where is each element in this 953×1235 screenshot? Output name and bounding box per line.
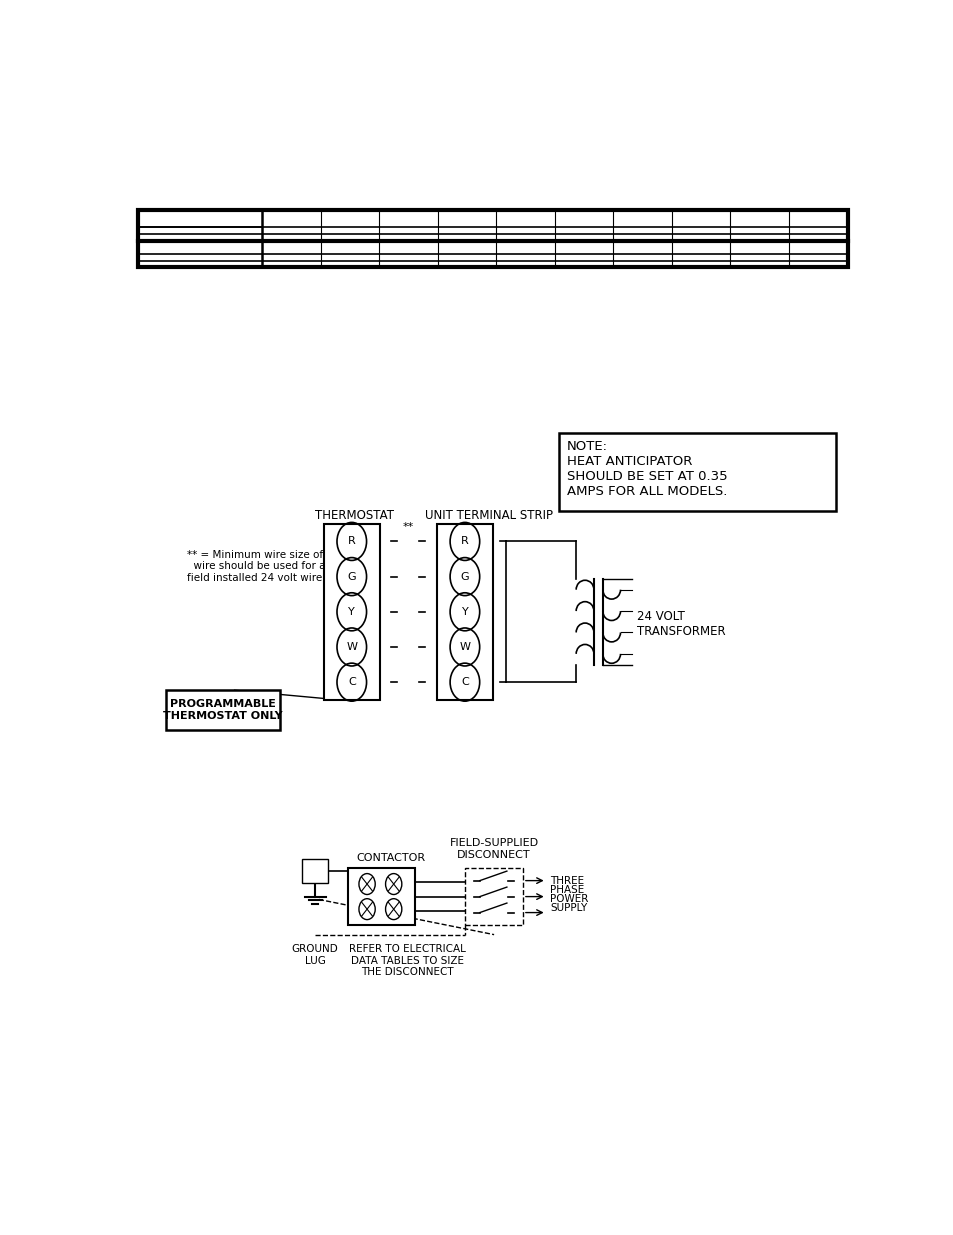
Text: PHASE: PHASE <box>550 884 584 894</box>
Text: SUPPLY: SUPPLY <box>550 903 587 913</box>
Bar <box>301 858 328 883</box>
Text: W: W <box>346 642 357 652</box>
Text: 24 VOLT
TRANSFORMER: 24 VOLT TRANSFORMER <box>637 610 724 637</box>
Text: REFER TO ELECTRICAL
DATA TABLES TO SIZE
THE DISCONNECT: REFER TO ELECTRICAL DATA TABLES TO SIZE … <box>349 944 466 977</box>
Bar <box>137 210 846 267</box>
Bar <box>465 868 522 925</box>
Text: NOTE:
HEAT ANTICIPATOR
SHOULD BE SET AT 0.35
AMPS FOR ALL MODELS.: NOTE: HEAT ANTICIPATOR SHOULD BE SET AT … <box>566 440 726 498</box>
Text: GROUND
LUG: GROUND LUG <box>292 944 338 966</box>
Text: FIELD-SUPPLIED
DISCONNECT: FIELD-SUPPLIED DISCONNECT <box>449 837 538 860</box>
Text: R: R <box>460 536 468 546</box>
Bar <box>436 524 492 700</box>
Text: W: W <box>459 642 470 652</box>
Text: G: G <box>460 572 469 582</box>
Bar <box>348 868 415 925</box>
Text: ** = Minimum wire size of 18 AWG
  wire should be used for all
field installed 2: ** = Minimum wire size of 18 AWG wire sh… <box>187 550 368 583</box>
Text: **: ** <box>402 522 414 532</box>
Text: Y: Y <box>348 606 355 616</box>
Text: POWER: POWER <box>550 894 588 904</box>
Bar <box>558 433 836 511</box>
Bar <box>324 524 379 700</box>
Text: C: C <box>348 677 355 687</box>
Text: Y: Y <box>461 606 468 616</box>
Text: THERMOSTAT: THERMOSTAT <box>314 509 394 522</box>
Text: THREE: THREE <box>550 876 584 885</box>
Text: PROGRAMMABLE
THERMOSTAT ONLY: PROGRAMMABLE THERMOSTAT ONLY <box>163 699 283 721</box>
Text: C: C <box>460 677 468 687</box>
Text: UNIT TERMINAL STRIP: UNIT TERMINAL STRIP <box>424 509 553 522</box>
Text: CONTACTOR: CONTACTOR <box>356 853 425 863</box>
Text: R: R <box>348 536 355 546</box>
Text: G: G <box>347 572 355 582</box>
Bar <box>166 690 280 730</box>
